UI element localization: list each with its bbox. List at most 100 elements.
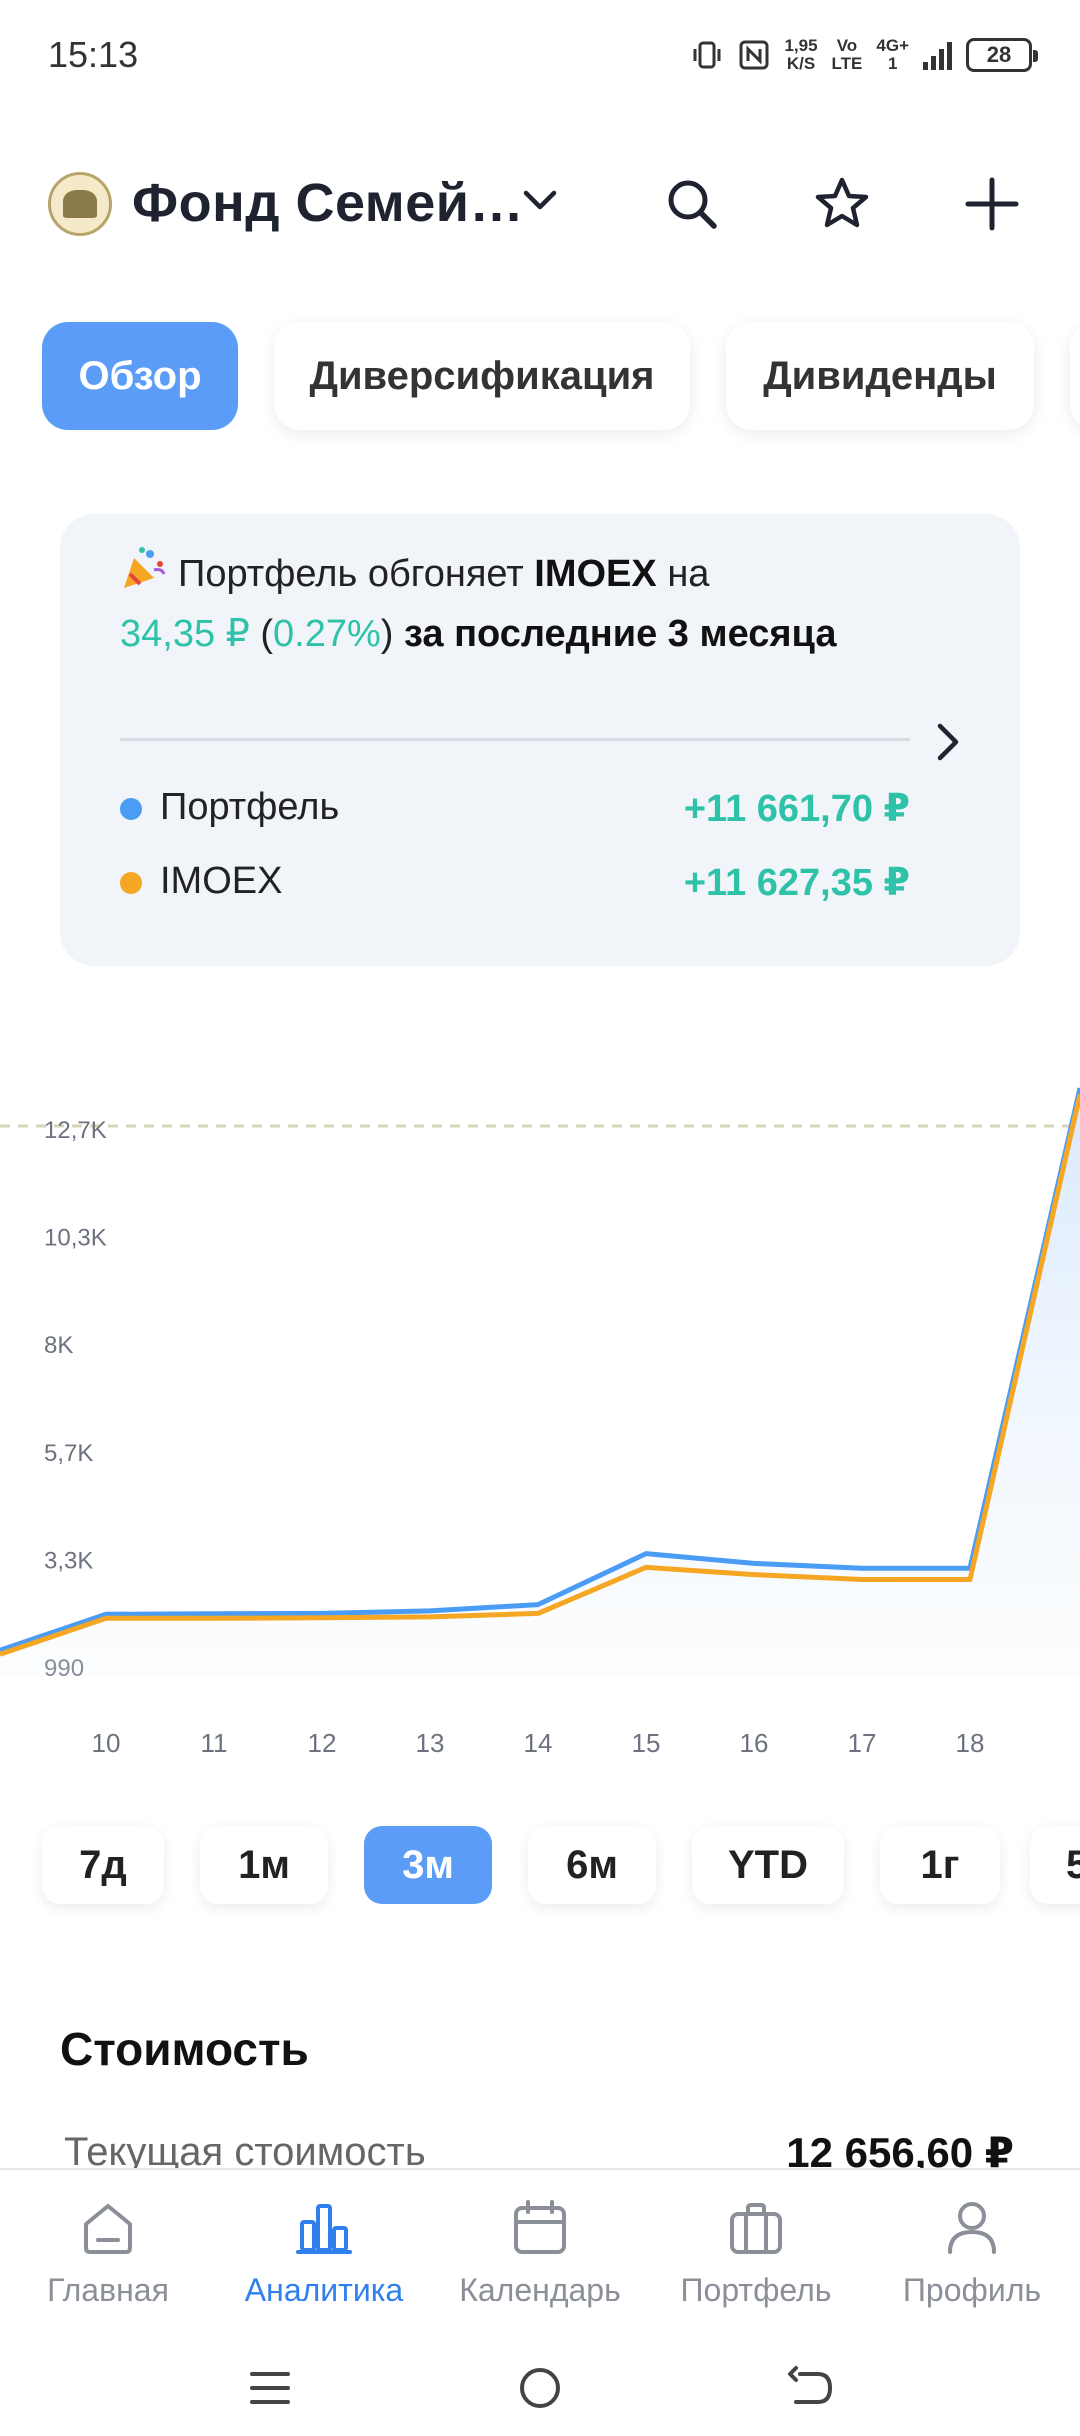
x-tick-label: 12 [308,1728,337,1758]
y-tick-label: 8K [44,1332,73,1359]
fund-title[interactable]: Фонд Семей… [132,173,524,233]
tab-overview[interactable]: Обзор [42,322,238,430]
x-tick-label: 14 [524,1728,553,1758]
nav-home[interactable]: Главная [0,2170,216,2348]
card-divider [120,738,910,741]
y-tick-label: 10,3K [44,1225,107,1252]
network-speed: 1,95 K/S [784,37,817,73]
y-tick-label: 3,3K [44,1547,93,1574]
tab-dividends[interactable]: Дивиденды [726,322,1034,430]
network-top: 4G+ [876,36,909,55]
benchmark-name: IMOEX [534,553,657,595]
status-icons: 1,95 K/S Vo LTE 4G+ 1 28 [690,32,1038,78]
fund-logo-icon [48,172,112,236]
nav-label: Аналитика [244,2272,404,2308]
vibrate-icon [690,38,724,72]
x-tick-label: 15 [632,1728,661,1758]
diff-amount: 34,35 ₽ [120,613,250,655]
tab-more[interactable] [1070,322,1080,430]
menu-icon[interactable] [240,2358,300,2418]
x-tick-label: 18 [956,1728,985,1758]
calendar-icon [514,2200,566,2254]
diff-close: ) [380,613,394,655]
battery-level: 28 [986,42,1012,67]
battery-icon: 28 [966,38,1038,72]
x-tick-label: 11 [201,1728,228,1758]
speed-value: 1,95 [784,36,818,55]
series-line-portfolio [0,1087,1080,1653]
status-bar: 15:13 1,95 K/S Vo LTE 4G+ 1 [0,0,1080,110]
signal-icon [923,40,952,70]
portfolio-area [0,1088,1080,1676]
range-ytd-button[interactable]: YTD [692,1826,844,1904]
chart-svg: 12,7K10,3K8K5,7K3,3K99010111213141516171… [0,1087,1080,1758]
nav-label: Главная [47,2272,169,2308]
range-3m-button[interactable]: 3м [364,1826,492,1904]
network-bottom: 1 [887,54,898,73]
plus-icon[interactable] [960,172,1024,236]
nav-calendar[interactable]: Календарь [432,2170,648,2348]
range-1m-button[interactable]: 1м [200,1826,328,1904]
nav-profile[interactable]: Профиль [864,2170,1080,2348]
current-value-label: Текущая стоимость [64,2130,426,2174]
back-icon[interactable] [780,2358,840,2418]
home-button-icon[interactable] [510,2358,570,2418]
system-navigation-bar [0,2346,1080,2436]
row-value: +11 661,70 ₽ [683,788,910,830]
row-label: Портфель [160,786,340,828]
range-7d-button[interactable]: 7д [42,1826,164,1904]
volte-indicator: Vo LTE [832,37,863,73]
status-time: 15:13 [48,34,139,75]
portfolio-dot [120,798,142,820]
period-selector: 7д 1м 3м 6м YTD 1г 5 [0,1826,1080,1906]
x-tick-label: 13 [416,1728,445,1758]
analytics-icon [296,2204,352,2254]
y-tick-label: 12,7K [44,1117,107,1144]
y-tick-label: 5,7K [44,1440,93,1467]
star-icon[interactable] [810,172,874,236]
nav-analytics[interactable]: Аналитика [216,2170,432,2348]
nav-label: Портфель [680,2272,832,2308]
network-type: 4G+ 1 [876,37,909,73]
headline-mid: на [667,553,710,595]
bottom-navigation: Главная Аналитика Календарь Портфель [0,2168,1080,2346]
headline-prefix: Портфель обгоняет [178,553,524,595]
row-label: IMOEX [160,860,283,902]
speed-unit: K/S [786,54,816,73]
x-tick-label: 10 [92,1728,121,1758]
profile-icon [948,2202,996,2254]
diff-open: ( [260,613,274,655]
volte-top: Vo [836,36,858,55]
imoex-dot [120,872,142,894]
compare-row-portfolio: Портфель +11 661,70 ₽ [120,780,910,840]
nav-label: Профиль [902,2272,1042,2308]
range-1y-button[interactable]: 1г [880,1826,1000,1904]
x-tick-label: 17 [848,1728,877,1758]
range-6m-button[interactable]: 6м [528,1826,656,1904]
home-icon [84,2204,132,2254]
diff-percent: 0.27% [273,613,381,655]
x-tick-label: 16 [740,1728,769,1758]
value-section-title: Стоимость [60,2023,309,2075]
benchmark-compare-card[interactable]: Портфель обгоняет IMOEX на 34,35 ₽ (0.27… [60,514,1020,966]
briefcase-icon [730,2203,782,2254]
app-header: Фонд Семей… [0,150,1080,260]
chevron-right-icon[interactable] [920,714,976,770]
row-value: +11 627,35 ₽ [683,862,910,904]
value-chart[interactable]: 12,7K10,3K8K5,7K3,3K99010111213141516171… [0,1040,1080,1760]
series-line-imoex [0,1093,1080,1657]
tab-diversification[interactable]: Диверсификация [274,322,690,430]
compare-headline: Портфель обгоняет IMOEX на 34,35 ₽ (0.27… [120,544,900,664]
nav-label: Календарь [459,2272,621,2308]
volte-bottom: LTE [831,54,863,73]
nav-portfolio[interactable]: Портфель [648,2170,864,2348]
range-5y-button[interactable]: 5 [1030,1826,1080,1904]
party-popper-icon [124,547,166,588]
compare-row-imoex: IMOEX +11 627,35 ₽ [120,854,910,914]
chevron-down-icon[interactable] [518,178,562,222]
headline-suffix: за последние 3 месяца [404,613,837,655]
nfc-icon [738,39,770,71]
search-icon[interactable] [660,172,724,236]
section-tabs: Обзор Диверсификация Дивиденды [0,322,1080,434]
